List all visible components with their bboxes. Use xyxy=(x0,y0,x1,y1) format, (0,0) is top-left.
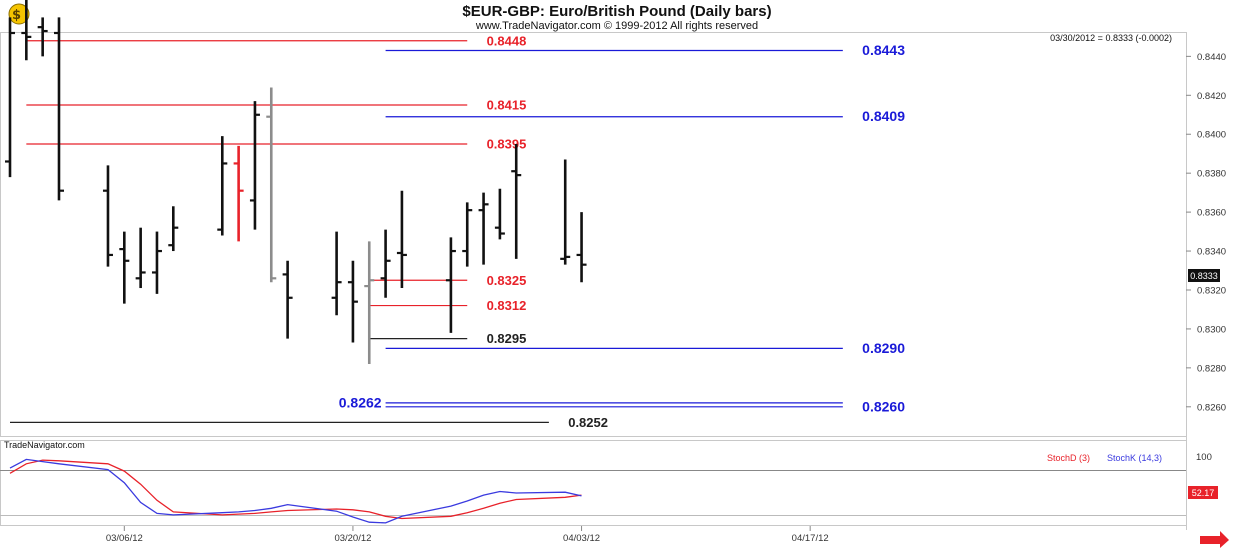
price-bar xyxy=(576,212,587,283)
date-tick-label: 03/20/12 xyxy=(334,533,371,544)
stoch-tick-100: 100 xyxy=(1196,452,1212,463)
level-label: 0.8295 xyxy=(487,331,527,346)
date-tick-label: 04/03/12 xyxy=(563,533,600,544)
level-label: 0.8290 xyxy=(862,340,905,356)
level-label: 0.8443 xyxy=(862,42,905,58)
date-axis: 03/06/12 03/20/12 04/03/12 04/17/12 xyxy=(106,526,829,544)
stoch-k-line xyxy=(9,458,582,524)
price-bar xyxy=(347,260,358,343)
price-bar xyxy=(282,260,293,339)
trade-navigator-logo: $ xyxy=(8,3,30,25)
price-tick-label: 0.8360 xyxy=(1197,208,1226,219)
date-tick-label: 03/06/12 xyxy=(106,533,143,544)
price-bar xyxy=(135,227,146,289)
level-label: 0.8395 xyxy=(487,136,527,151)
price-bar xyxy=(5,17,15,178)
level-label: 0.8262 xyxy=(339,394,382,410)
level-label: 0.8252 xyxy=(568,415,608,430)
support-resistance-levels: 0.8448 0.8443 0.8415 0.8409 0.8395 0.8325 0.83… xyxy=(10,33,905,430)
stoch-k-legend: StochK (14,3) xyxy=(1107,453,1162,463)
price-panel-frame xyxy=(0,32,1187,437)
level-label: 0.8312 xyxy=(487,298,527,313)
level-label: 0.8325 xyxy=(487,273,527,288)
price-bar xyxy=(151,231,162,294)
price-bar xyxy=(494,188,505,240)
stoch-last-value: 52.17 xyxy=(1192,488,1215,498)
price-tick-label: 0.8420 xyxy=(1197,91,1226,102)
price-tick-label: 0.8340 xyxy=(1197,247,1226,258)
last-price-info: 03/30/2012 = 0.8333 (-0.0002) xyxy=(1050,33,1172,43)
level-label: 0.8260 xyxy=(862,398,905,414)
level-label: 0.8448 xyxy=(487,33,527,48)
price-tick-label: 0.8300 xyxy=(1197,324,1226,335)
price-bar xyxy=(53,17,64,201)
price-axis: 0.8260 0.8280 0.8300 0.8320 0.8340 0.8360 0.83… xyxy=(1186,52,1226,413)
price-bar xyxy=(168,206,179,252)
level-label: 0.8409 xyxy=(862,108,905,124)
price-tick-label: 0.8260 xyxy=(1197,402,1226,413)
svg-text:$: $ xyxy=(12,8,21,23)
chart-title: $EUR-GBP: Euro/British Pound (Daily bars… xyxy=(462,3,771,20)
price-tick-label: 0.8280 xyxy=(1197,363,1226,374)
stoch-d-line xyxy=(9,459,582,520)
date-tick-label: 04/17/12 xyxy=(792,533,829,544)
price-bar xyxy=(478,192,489,265)
price-tick-label: 0.8320 xyxy=(1197,285,1226,296)
level-label: 0.8415 xyxy=(487,98,527,113)
price-bar xyxy=(21,0,32,61)
brand-label: TradeNavigator.com xyxy=(4,440,85,450)
price-bar xyxy=(266,87,277,283)
price-bar xyxy=(462,202,473,267)
scroll-right-arrow-icon[interactable] xyxy=(1200,531,1229,548)
price-bar xyxy=(249,101,260,230)
price-bar xyxy=(364,241,375,364)
price-bar xyxy=(37,17,48,57)
price-bar xyxy=(511,143,522,259)
price-bar xyxy=(233,145,244,242)
last-price-box xyxy=(1188,269,1220,282)
chart-subtitle: www.TradeNavigator.com © 1999-2012 All r… xyxy=(475,20,758,32)
price-bar xyxy=(560,159,571,265)
price-tick-label: 0.8380 xyxy=(1197,169,1226,180)
price-bars xyxy=(5,0,587,364)
price-bar xyxy=(119,231,130,304)
price-bar xyxy=(396,190,407,289)
price-bar xyxy=(102,165,113,267)
price-tick-label: 0.8440 xyxy=(1197,52,1226,63)
stoch-last-box xyxy=(1188,486,1218,499)
last-price-label: 0.8333 xyxy=(1190,271,1218,281)
price-bar xyxy=(217,136,228,236)
stoch-d-legend: StochD (3) xyxy=(1047,453,1090,463)
stochastic-lines xyxy=(9,458,582,524)
price-bar xyxy=(331,231,342,316)
price-tick-label: 0.8400 xyxy=(1197,130,1226,141)
price-bar xyxy=(445,237,456,333)
price-bar xyxy=(380,229,391,298)
